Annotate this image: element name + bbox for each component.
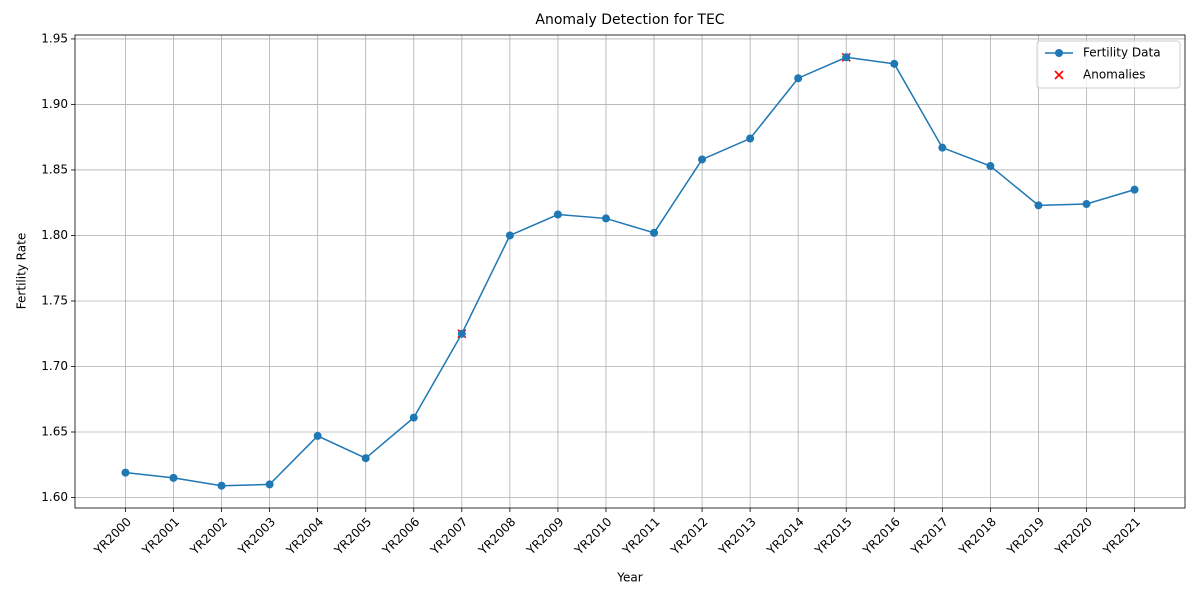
- x-tick-label: YR2004: [283, 515, 326, 558]
- x-tick-label: YR2015: [812, 515, 855, 558]
- point-marker: [505, 231, 514, 240]
- x-tick-label: YR2006: [379, 515, 422, 558]
- y-tick-label: 1.75: [41, 293, 68, 307]
- x-axis-label: Year: [616, 571, 642, 585]
- legend: Fertility Data Anomalies: [1036, 40, 1181, 89]
- x-tick-label: YR2002: [187, 515, 230, 558]
- y-tick-label: 1.95: [41, 31, 68, 45]
- x-tick-label: YR2014: [763, 515, 806, 558]
- x-tick-label: YR2017: [908, 515, 951, 558]
- cross-stroke: [1054, 70, 1064, 80]
- x-tick-label: YR2007: [427, 515, 470, 558]
- point-marker: [1130, 185, 1139, 194]
- y-tick-label: 1.70: [41, 359, 68, 373]
- point-marker: [409, 413, 418, 422]
- y-tick-label: 1.60: [41, 490, 68, 504]
- point-marker: [361, 454, 370, 463]
- x-tick-label: YR2019: [1004, 515, 1047, 558]
- x-tick-label: YR2013: [715, 515, 758, 558]
- y-tick-label: 1.85: [41, 162, 68, 176]
- x-tick-label: YR2001: [139, 515, 182, 558]
- point-marker: [457, 329, 466, 338]
- point-marker: [1034, 201, 1043, 210]
- legend-marker: [1055, 49, 1063, 57]
- legend-label: Fertility Data: [1083, 46, 1161, 60]
- legend-label: Anomalies: [1083, 68, 1146, 82]
- x-tick-label: YR2016: [860, 515, 903, 558]
- point-marker: [169, 473, 178, 482]
- point-marker: [265, 480, 274, 489]
- point-marker: [121, 468, 130, 477]
- point-marker: [698, 155, 707, 164]
- point-marker: [938, 143, 947, 152]
- point-marker: [890, 59, 899, 68]
- point-marker: [794, 74, 803, 83]
- x-tick-label: YR2010: [571, 515, 614, 558]
- x-tick-label: YR2005: [331, 515, 374, 558]
- x-tick-label: YR2003: [235, 515, 278, 558]
- x-tick-label: YR2009: [523, 515, 566, 558]
- series-line: [125, 56, 1135, 487]
- point-marker: [986, 162, 995, 171]
- point-marker: [746, 134, 755, 143]
- x-tick-label: YR2008: [475, 515, 518, 558]
- y-tick-label: 1.90: [41, 97, 68, 111]
- y-tick-label: 1.80: [41, 228, 68, 242]
- chart-title: Anomaly Detection for TEC: [535, 12, 724, 28]
- plot-frame: [74, 34, 1186, 509]
- x-tick-label: YR2011: [619, 515, 662, 558]
- y-axis-label: Fertility Rate: [15, 233, 29, 309]
- x-tick-label: YR2021: [1100, 515, 1143, 558]
- y-tick-label: 1.65: [41, 425, 68, 439]
- point-marker: [842, 53, 851, 62]
- x-tick-label: YR2012: [667, 515, 710, 558]
- point-marker: [1082, 200, 1091, 209]
- x-tick-label: YR2020: [1052, 515, 1095, 558]
- point-marker: [601, 214, 610, 223]
- point-marker: [650, 228, 659, 237]
- point-marker: [313, 431, 322, 440]
- point-marker: [217, 481, 226, 490]
- point-marker: [553, 210, 562, 219]
- x-tick-label: YR2018: [956, 515, 999, 558]
- x-tick-label: YR2000: [91, 515, 134, 558]
